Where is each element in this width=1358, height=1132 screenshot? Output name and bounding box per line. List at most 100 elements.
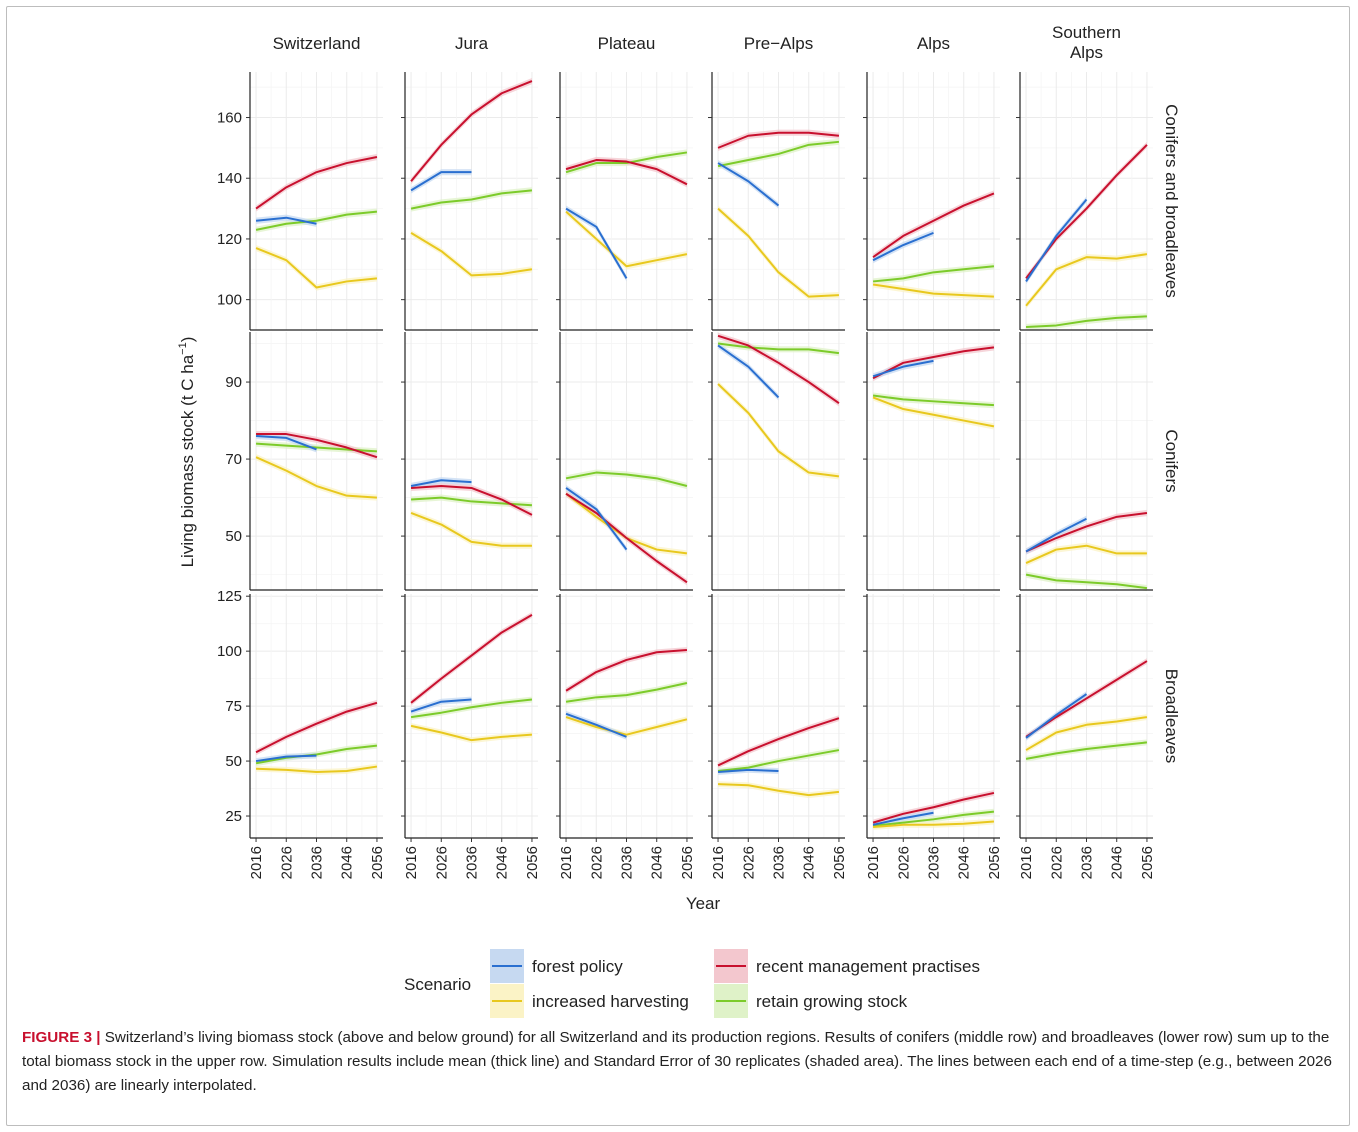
series-line-rm [872,791,995,824]
series-line-ih [872,283,995,298]
x-tick-label: 2036 [309,846,326,879]
series-line-ih [1025,253,1148,307]
y-tick-label: 140 [217,170,242,187]
series-band-ih [566,490,687,557]
series-line-rg [872,394,995,407]
series-line-fp [717,162,780,207]
x-tick-label: 2026 [1048,846,1065,879]
series-line-ih [1025,544,1147,564]
facet-column-label: Plateau [598,34,656,53]
series-line-rm [410,485,533,516]
series-line-rm [255,701,378,754]
y-tick-label: 50 [225,753,242,770]
x-tick-label: 2046 [956,846,973,879]
y-axis-label-end: ) [178,337,197,343]
series-band-ih [256,244,377,291]
series-line-rm [255,156,378,210]
series-line-rg [1025,315,1148,328]
x-tick-label: 2056 [679,846,696,879]
series-band-ih [411,229,532,279]
series-line-rm [410,80,533,182]
x-tick-label: 2046 [801,846,818,879]
x-axis-label: Year [686,894,721,913]
series-line-fp [565,487,628,551]
series-line-rm [565,492,688,584]
series-line-fp [410,479,472,488]
series-line-fp [1025,198,1088,282]
series-line-rg [410,698,533,719]
series-band-fp [256,214,317,227]
series-line-rm [1025,511,1148,553]
series-line-ih [255,247,378,289]
series-band-rm [256,699,377,756]
x-tick-label: 2026 [588,846,605,879]
x-tick-label: 2056 [831,846,848,879]
series-line-rm [717,717,840,767]
series-line-rg [872,265,995,283]
x-tick-label: 2056 [524,846,541,879]
x-tick-label: 2016 [1018,846,1035,879]
legend: Scenario forest policy increased harvesti… [404,949,980,1018]
series-band-ih [411,722,532,744]
series-line-rg [717,140,840,168]
series-line-ih [565,716,688,736]
y-tick-label: 120 [217,231,242,248]
series-line-rg [255,744,378,765]
x-tick-label: 2026 [740,846,757,879]
facet-column-label: Switzerland [273,34,361,53]
series-band-ih [256,763,377,775]
series-line-rg [717,749,840,772]
series-line-fp [255,216,317,225]
facet-row-label: Broadleaves [1162,669,1181,764]
legend-label-rg: retain growing stock [756,992,908,1011]
facet-row-label: Conifers [1162,429,1181,492]
x-tick-label: 2056 [369,846,386,879]
series-band-rm [411,78,532,185]
legend-label-fp: forest policy [532,957,623,976]
x-tick-label: 2046 [339,846,356,879]
series-line-rm [565,649,688,692]
y-tick-label: 50 [225,528,242,545]
y-tick-label: 100 [217,643,242,660]
series-line-ih [256,765,378,774]
x-tick-label: 2026 [895,846,912,879]
series-line-ih [717,207,840,298]
x-tick-label: 2056 [986,846,1003,879]
x-tick-label: 2026 [433,846,450,879]
x-tick-label: 2036 [619,846,636,879]
x-tick-label: 2036 [464,846,481,879]
series-line-fp [872,359,934,378]
y-tick-label: 25 [225,808,242,825]
series-band-ih [1026,542,1147,567]
caption-figure-label: FIGURE 3 | [22,1029,101,1046]
series-line-rg [565,682,688,703]
faceted-line-chart: 100 120 140 160 50 70 90 25 50 75 100 125 2016 2026 20… [177,23,1181,1018]
facet-column-label: Pre−Alps [744,34,813,53]
x-tick-label: 2016 [710,846,727,879]
x-tick-label: 2056 [1139,846,1156,879]
x-tick-label: 2016 [248,846,265,879]
series-band-fp [411,169,472,194]
y-tick-label: 160 [217,110,242,127]
series-line-fp [872,231,934,262]
series-line-ih [255,456,378,499]
series-line-fp [565,207,628,279]
y-axis-label-main: Living biomass stock (t C ha [178,354,197,567]
series-line-fp [255,754,317,763]
series-line-fp [1025,517,1087,553]
series-line-rg [872,810,995,827]
facet-column-label: Jura [455,34,489,53]
y-axis-label-sup: −1 [177,342,189,355]
series-line-fp [717,344,780,399]
series-line-ih [717,383,840,478]
series-line-ih [410,512,532,547]
facet-column-label: Southern Alps [1052,23,1121,62]
y-tick-label: 75 [225,698,242,715]
figure-frame [6,6,1350,1126]
series-line-rm [410,614,533,704]
series-line-rg [410,189,533,210]
series-line-fp [410,171,472,192]
series-line-rg [565,471,688,487]
series-line-rg [565,151,688,174]
series-line-ih [872,820,995,829]
